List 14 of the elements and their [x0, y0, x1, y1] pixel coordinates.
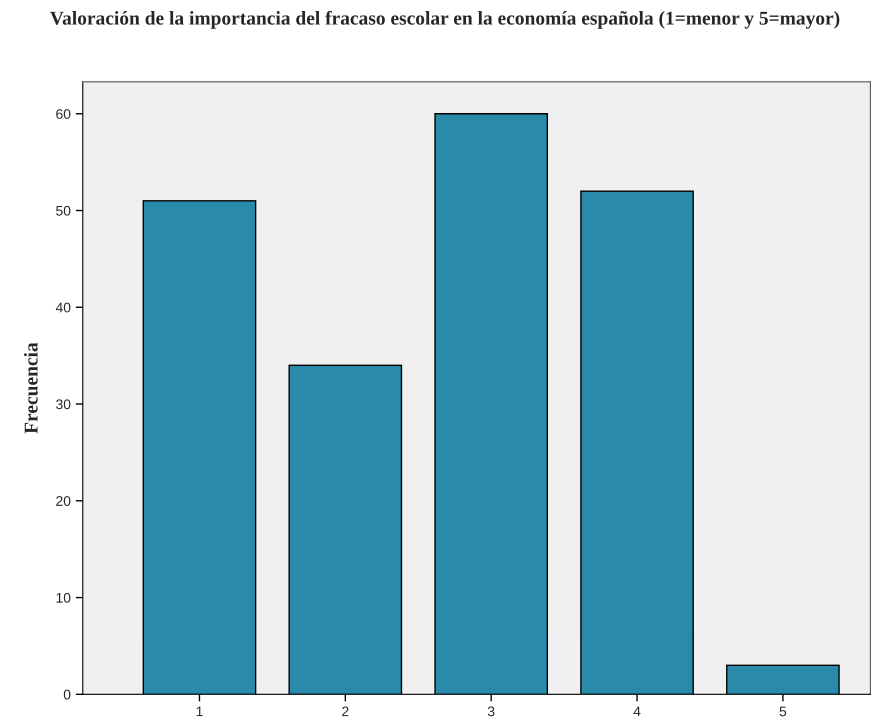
chart-title: Valoración de la importancia del fracaso escolar en la economía española (1=menor y 5=mayor)	[50, 10, 840, 29]
y-tick-label: 20	[56, 496, 70, 506]
y-axis-title: Frecuencia	[24, 342, 38, 434]
x-tick-label: 4	[634, 706, 640, 716]
y-tick-label: 30	[56, 399, 70, 410]
y-tick-label: 50	[56, 206, 70, 216]
x-tick-label: 1	[196, 706, 203, 716]
y-tick-label: 60	[56, 109, 70, 119]
y-tick-label: 40	[56, 302, 70, 312]
y-tick-label: 0	[64, 690, 70, 700]
x-tick-label: 5	[780, 706, 786, 716]
y-tick-label: 10	[56, 592, 70, 603]
x-tick-label: 2	[342, 706, 348, 716]
x-tick-label: 3	[488, 706, 494, 716]
